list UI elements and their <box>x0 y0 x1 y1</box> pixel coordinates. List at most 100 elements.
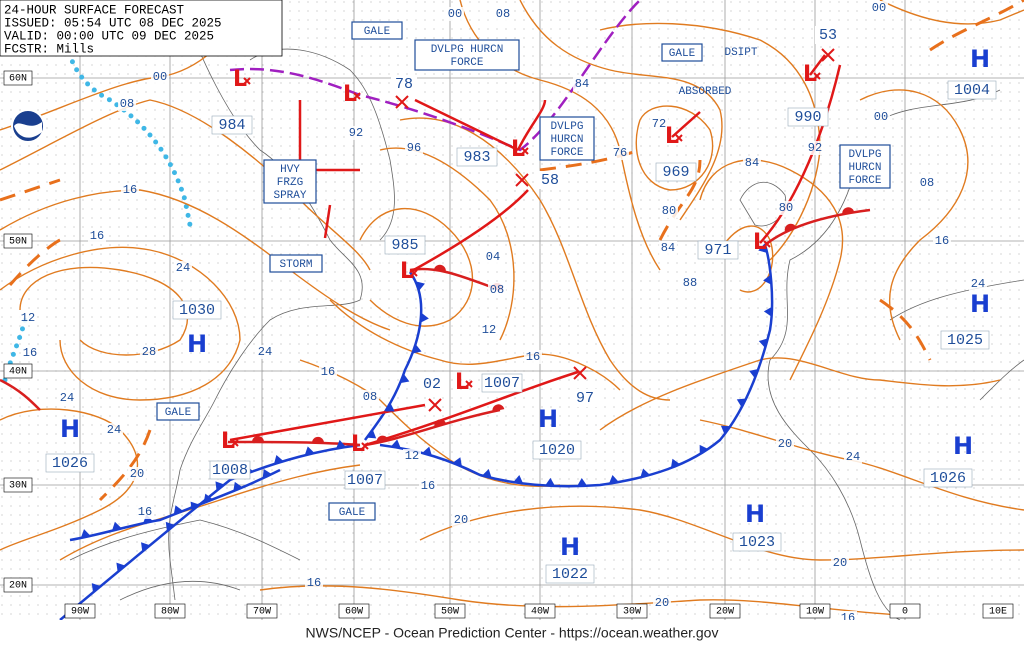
low-center-x <box>353 92 361 100</box>
warning-text: FORCE <box>550 147 583 159</box>
cold-front-pip <box>304 446 315 456</box>
lon-label-box <box>338 603 370 619</box>
isobar-label-bg <box>681 276 699 290</box>
lon-label: 20W <box>716 607 734 618</box>
isobar-label-bg <box>58 391 76 405</box>
low-pressure: 1007 <box>484 375 520 392</box>
warm-front-pip <box>251 436 264 443</box>
lat-label-box <box>3 363 33 379</box>
pressure-bg <box>419 375 445 393</box>
cold-front-pip <box>215 481 225 491</box>
warm-front-pip <box>433 264 446 272</box>
isobar-label-bg <box>174 261 192 275</box>
warm-front-pip <box>434 419 447 428</box>
isobar-label: 24 <box>971 277 985 291</box>
pressure-bg <box>391 75 417 93</box>
low-center-x <box>231 439 239 447</box>
isobar-label-bg <box>140 345 158 359</box>
high-pressure: 1026 <box>52 455 88 472</box>
isobar-label: 24 <box>846 450 860 464</box>
cold-front-pip <box>262 469 272 479</box>
low-symbol: L <box>233 67 247 92</box>
pressure-bg <box>481 373 523 393</box>
cold-front-pip <box>190 501 200 511</box>
low-pressure: 1007 <box>347 472 383 489</box>
lon-label-box <box>982 603 1014 619</box>
cold-front-pip <box>390 439 401 449</box>
cold-front-pip <box>670 458 681 469</box>
isobar-label-bg <box>151 70 169 84</box>
low-symbol: L <box>400 259 414 284</box>
lat-label: 50N <box>9 237 27 248</box>
cold-front-pip <box>233 481 243 492</box>
x-pressure: 97 <box>576 390 594 407</box>
low-pressure: 984 <box>218 117 245 134</box>
isobar-label: 92 <box>349 126 363 140</box>
isobar-label-bg <box>403 449 421 463</box>
isobar-label-bg <box>969 277 987 291</box>
pressure-bg <box>545 564 595 584</box>
high-symbol: H <box>970 290 990 318</box>
graticule <box>0 0 1024 620</box>
low-center-x <box>361 442 369 450</box>
header-line: 24-HOUR SURFACE FORECAST <box>4 3 185 17</box>
isobar-label-bg <box>305 576 323 590</box>
pressure-bg <box>655 162 697 182</box>
lon-label: 0 <box>902 607 908 618</box>
lon-label-box <box>64 603 96 619</box>
warm-front-pip <box>784 223 797 233</box>
low-symbol: L <box>343 82 357 107</box>
footer-band <box>0 620 1024 652</box>
isobar-label: 16 <box>526 350 540 364</box>
high-symbol: H <box>187 330 207 358</box>
cold-front-pip <box>80 529 91 539</box>
x-pressure: 58 <box>541 172 559 189</box>
isobar-label: 20 <box>130 467 144 481</box>
isobar-label-bg <box>105 423 123 437</box>
lon-label-box <box>434 603 466 619</box>
warm-front-pip <box>492 404 505 412</box>
pressure-bg <box>532 440 582 460</box>
isobar-label: 16 <box>421 479 435 493</box>
low-center-x <box>521 147 529 155</box>
lat-label: 40N <box>9 367 27 378</box>
lon-label: 40W <box>531 607 549 618</box>
x-pressure: 53 <box>819 27 837 44</box>
isobar-label: 04 <box>486 250 500 264</box>
warning-text: DVLPG <box>550 121 583 133</box>
isobar-label-bg <box>660 204 678 218</box>
forecast-x <box>428 398 442 412</box>
cold-front-pip <box>513 474 524 484</box>
isobar-label: 00 <box>872 1 886 15</box>
isobar-label-bg <box>831 556 849 570</box>
high-symbol: H <box>745 500 765 528</box>
isobar-label-bg <box>659 241 677 255</box>
warning-text: FORCE <box>450 57 483 69</box>
forecast-x <box>395 95 409 109</box>
warning-text: GALE <box>165 407 192 419</box>
cold-front-pip <box>273 454 284 465</box>
isobar-label: 20 <box>833 556 847 570</box>
cold-front-pip <box>165 521 175 532</box>
cold-front-pip <box>400 373 410 384</box>
low-center-x <box>675 134 683 142</box>
warning-text: GALE <box>669 48 696 60</box>
warning-box <box>661 43 703 62</box>
isobar-label: 16 <box>123 183 137 197</box>
low-pressure: 983 <box>463 149 490 166</box>
isobar-label-bg <box>650 117 668 131</box>
pressure-bg <box>45 453 95 473</box>
cold-front-pip <box>422 446 432 456</box>
low-center-x <box>813 72 821 80</box>
warning-box <box>414 39 520 71</box>
isobar-label-bg <box>743 156 761 170</box>
high-pressure: 1023 <box>739 534 775 551</box>
warning-box <box>839 144 891 189</box>
note: DSIPT <box>724 47 757 59</box>
isobar-label: 00 <box>874 110 888 124</box>
isobar-label-bg <box>524 350 542 364</box>
isobar-label: 08 <box>920 176 934 190</box>
high-symbol: H <box>970 45 990 73</box>
warning-box <box>328 502 376 521</box>
high-symbol: H <box>560 533 580 561</box>
